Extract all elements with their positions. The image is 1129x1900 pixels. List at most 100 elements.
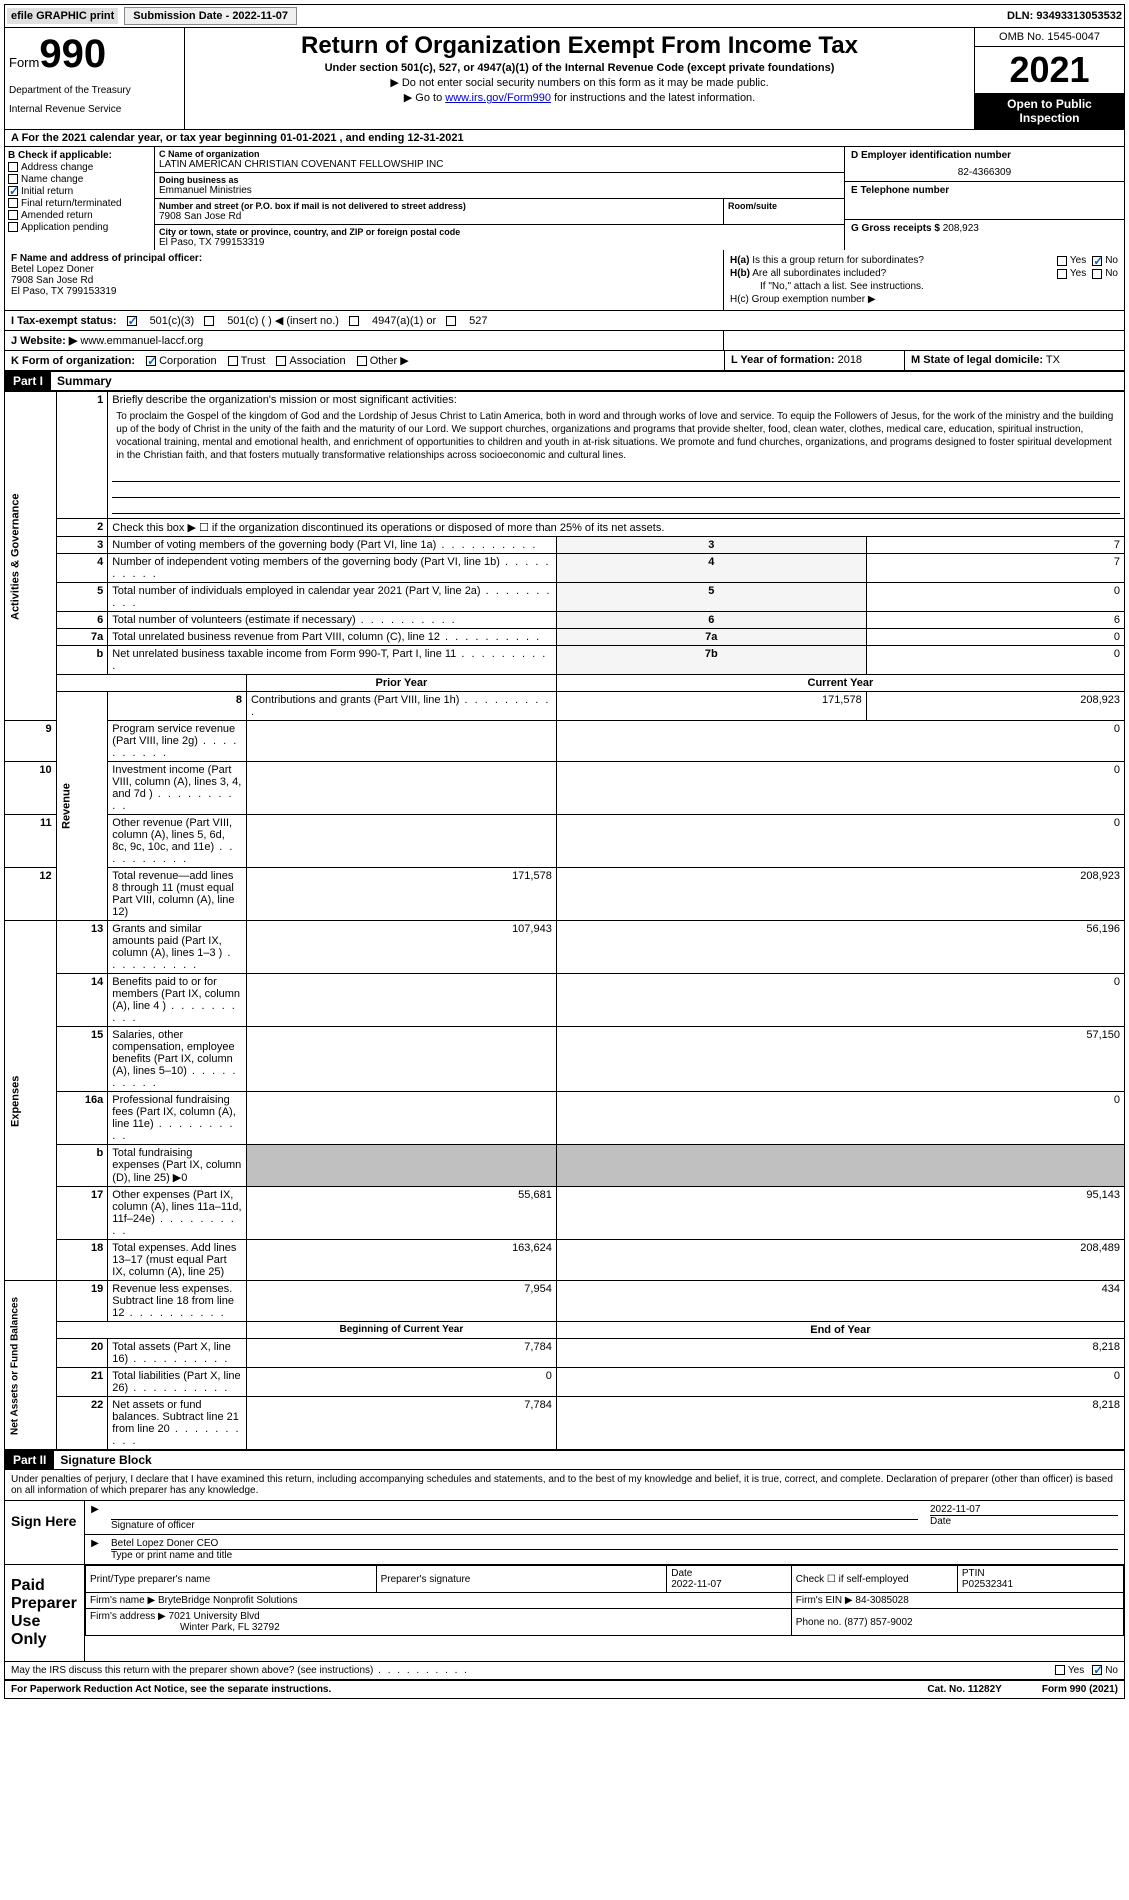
website-label: J Website: ▶ — [11, 335, 77, 347]
chk-initial-return[interactable] — [8, 186, 18, 196]
row-k-form-org: K Form of organization: Corporation Trus… — [4, 351, 1125, 371]
exp-18-prior: 163,624 — [246, 1240, 556, 1281]
net-22-prior: 7,784 — [246, 1397, 556, 1450]
officer-type-label: Type or print name and title — [111, 1550, 232, 1561]
chk-hb-yes[interactable] — [1057, 269, 1067, 279]
form-990: 990 — [39, 32, 106, 76]
chk-corporation[interactable] — [146, 356, 156, 366]
net-21-text: Total liabilities (Part X, line 26) — [108, 1368, 247, 1397]
chk-amended-return[interactable] — [8, 210, 18, 220]
gov-3-num: 3 — [56, 537, 108, 554]
net-20-text: Total assets (Part X, line 16) — [108, 1339, 247, 1368]
rev-8-text: Contributions and grants (Part VIII, lin… — [246, 692, 556, 721]
exp-18-curr: 208,489 — [556, 1240, 1124, 1281]
chk-527[interactable] — [446, 316, 456, 326]
chk-discuss-yes[interactable] — [1055, 1665, 1065, 1675]
form990-link[interactable]: www.irs.gov/Form990 — [445, 92, 551, 104]
sig-intro: Under penalties of perjury, I declare th… — [5, 1470, 1124, 1500]
chk-association[interactable] — [276, 356, 286, 366]
gov-6-num: 6 — [56, 612, 108, 629]
chk-name-change[interactable] — [8, 174, 18, 184]
summary-table: Activities & Governance 1 Briefly descri… — [4, 391, 1125, 1450]
chk-discuss-no[interactable] — [1092, 1665, 1102, 1675]
room-label: Room/suite — [728, 201, 840, 211]
rev-9-num: 9 — [5, 721, 57, 762]
officer-addr2: El Paso, TX 799153319 — [11, 286, 116, 297]
rev-10-text: Investment income (Part VIII, column (A)… — [108, 762, 247, 815]
lbl-final-return: Final return/terminated — [21, 198, 122, 209]
rev-11-num: 11 — [5, 815, 57, 868]
chk-ha-no[interactable] — [1092, 256, 1102, 266]
net-22-num: 22 — [56, 1397, 108, 1450]
form-header: Form990 Department of the Treasury Inter… — [4, 28, 1125, 130]
prep-name-label: Print/Type preparer's name — [86, 1566, 377, 1593]
exp-14-prior — [246, 974, 556, 1027]
rev-11-prior — [246, 815, 556, 868]
exp-13-prior: 107,943 — [246, 921, 556, 974]
part2-header: Part II Signature Block — [4, 1450, 1125, 1470]
chk-ha-yes[interactable] — [1057, 256, 1067, 266]
addr-value: 7908 San Jose Rd — [159, 211, 719, 222]
exp-19-curr: 434 — [556, 1281, 1124, 1322]
ptin-value: P02532341 — [962, 1579, 1013, 1590]
form-note1: ▶ Do not enter social security numbers o… — [189, 76, 970, 89]
gov-5-box: 5 — [556, 583, 866, 612]
side-expenses: Expenses — [5, 921, 57, 1281]
part1-title: Summary — [51, 374, 112, 388]
gov-7a-box: 7a — [556, 629, 866, 646]
rev-12-prior: 171,578 — [246, 868, 556, 921]
submission-date-button[interactable]: Submission Date - 2022-11-07 — [124, 7, 297, 25]
sign-here-label: Sign Here — [5, 1501, 85, 1564]
opt-501c: 501(c) ( ) ◀ (insert no.) — [227, 314, 339, 327]
lbl-application-pending: Application pending — [21, 222, 108, 233]
dba-label: Doing business as — [159, 175, 840, 185]
rev-9-curr: 0 — [556, 721, 1124, 762]
rev-10-prior — [246, 762, 556, 815]
paid-preparer-label: Paid Preparer Use Only — [5, 1565, 85, 1661]
gross-value: 208,923 — [943, 223, 979, 234]
footer-pra: For Paperwork Reduction Act Notice, see … — [11, 1684, 331, 1695]
prep-date: 2022-11-07 — [671, 1579, 721, 1590]
form-prefix: Form — [9, 55, 39, 70]
org-name: LATIN AMERICAN CHRISTIAN COVENANT FELLOW… — [159, 159, 840, 170]
rev-12-text: Total revenue—add lines 8 through 11 (mu… — [108, 868, 247, 921]
signature-block: Under penalties of perjury, I declare th… — [4, 1470, 1125, 1681]
col-b-checkboxes: B Check if applicable: Address change Na… — [5, 147, 155, 250]
date-label: Date — [930, 1516, 951, 1527]
exp-19-num: 19 — [56, 1281, 108, 1322]
exp-15-curr: 57,150 — [556, 1027, 1124, 1092]
opt-corporation: Corporation — [159, 355, 216, 367]
ein-value: 82-4366309 — [851, 167, 1118, 178]
chk-final-return[interactable] — [8, 198, 18, 208]
chk-other[interactable] — [357, 356, 367, 366]
firm-ein: 84-3085028 — [855, 1595, 908, 1606]
exp-17-prior: 55,681 — [246, 1187, 556, 1240]
footer-cat: Cat. No. 11282Y — [927, 1684, 1001, 1695]
form-title: Return of Organization Exempt From Incom… — [189, 32, 970, 60]
sig-officer-label: Signature of officer — [111, 1520, 195, 1531]
note2-pre: ▶ Go to — [404, 92, 445, 104]
exp-18-text: Total expenses. Add lines 13–17 (must eq… — [108, 1240, 247, 1281]
rev-8-num: 8 — [108, 692, 247, 721]
chk-hb-no[interactable] — [1092, 269, 1102, 279]
chk-application-pending[interactable] — [8, 222, 18, 232]
hb-note: If "No," attach a list. See instructions… — [730, 281, 1118, 292]
form-org-label: K Form of organization: — [11, 355, 135, 367]
net-21-prior: 0 — [246, 1368, 556, 1397]
addr-label: Number and street (or P.O. box if mail i… — [159, 201, 719, 211]
chk-4947[interactable] — [349, 316, 359, 326]
rev-10-num: 10 — [5, 762, 57, 815]
chk-address-change[interactable] — [8, 162, 18, 172]
col-d-ein: D Employer identification number 82-4366… — [844, 147, 1124, 250]
exp-16a-prior — [246, 1092, 556, 1145]
chk-trust[interactable] — [228, 356, 238, 366]
hdr-begin-year: Beginning of Current Year — [246, 1322, 556, 1339]
exp-13-num: 13 — [56, 921, 108, 974]
officer-name-sig: Betel Lopez Doner CEO — [111, 1538, 1118, 1550]
chk-501c3[interactable] — [127, 316, 137, 326]
q2-text: Check this box ▶ ☐ if the organization d… — [108, 519, 1125, 537]
chk-501c[interactable] — [204, 316, 214, 326]
gov-5-text: Total number of individuals employed in … — [108, 583, 557, 612]
col-c-org-info: C Name of organization LATIN AMERICAN CH… — [155, 147, 844, 250]
page-footer: For Paperwork Reduction Act Notice, see … — [4, 1681, 1125, 1699]
